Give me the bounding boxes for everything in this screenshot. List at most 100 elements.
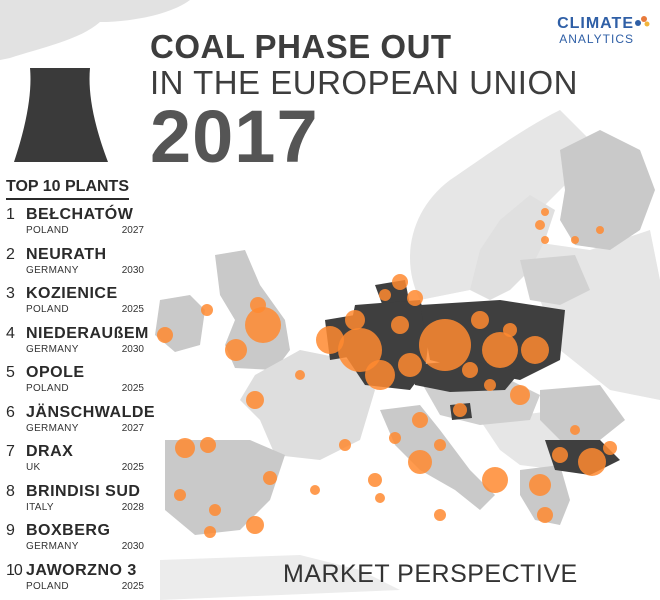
plant-marker — [462, 362, 478, 378]
plant-marker — [246, 391, 264, 409]
logo-line-1: CLIMATE — [557, 15, 634, 32]
top-plants-list: 1 BEŁCHATÓW POLAND 2027 2 NEURATH GERMAN… — [6, 204, 156, 599]
ireland-land — [155, 295, 205, 352]
plant-marker — [603, 441, 617, 455]
plant-item: 1 BEŁCHATÓW POLAND 2027 — [6, 204, 156, 244]
plant-rank: 5 — [6, 364, 15, 381]
plant-country: POLAND — [26, 383, 69, 394]
plant-phaseout-year: 2028 — [121, 501, 144, 513]
plant-rank: 3 — [6, 285, 15, 302]
romania-land — [540, 385, 625, 440]
plant-item: 8 BRINDISI SUD ITALY 2028 — [6, 481, 156, 521]
plant-phaseout-year: 2030 — [121, 264, 144, 276]
plant-country: POLAND — [26, 580, 69, 592]
italy-land — [380, 405, 495, 510]
plant-item: 3 KOZIENICE POLAND 2025 — [6, 283, 156, 323]
plant-marker — [541, 236, 549, 244]
plant-marker — [541, 208, 549, 216]
plant-marker — [175, 438, 195, 458]
plant-country: ITALY — [26, 501, 54, 513]
title-line-2: IN THE EUROPEAN UNION — [150, 64, 578, 101]
plant-marker — [295, 370, 305, 380]
plant-name: DRAX — [26, 443, 74, 460]
plant-marker — [246, 516, 264, 534]
plant-marker — [535, 220, 545, 230]
plant-marker — [209, 504, 221, 516]
plant-marker — [365, 360, 395, 390]
plant-country: GERMANY — [26, 541, 79, 552]
plant-phaseout-year: 2030 — [121, 541, 144, 552]
plant-name: JÄNSCHWALDE — [26, 403, 156, 421]
france-land — [240, 350, 375, 460]
plant-marker — [434, 509, 446, 521]
plant-marker — [407, 290, 423, 306]
plant-name: KOZIENICE — [26, 285, 118, 302]
plant-marker — [552, 447, 568, 463]
plant-rank: 8 — [6, 482, 15, 500]
year-label: 2017 — [150, 95, 319, 178]
plant-name: NIEDERAUßEM — [26, 324, 149, 342]
plant-marker — [408, 450, 432, 474]
plant-marker — [250, 297, 266, 313]
plant-marker — [368, 473, 382, 487]
plant-phaseout-year: 2030 — [121, 343, 144, 355]
plant-name: NEURATH — [26, 245, 107, 263]
finland-land — [560, 130, 655, 250]
plant-marker — [434, 439, 446, 451]
plant-name: OPOLE — [26, 364, 85, 381]
sweden-land — [470, 195, 555, 300]
plant-country: POLAND — [26, 304, 69, 315]
plant-phaseout-year: 2025 — [121, 462, 144, 473]
plant-country: GERMANY — [26, 422, 79, 434]
plant-marker — [204, 526, 216, 538]
plant-marker — [529, 474, 551, 496]
plant-marker — [225, 339, 247, 361]
plant-name: BEŁCHATÓW — [26, 206, 134, 223]
plant-marker — [375, 493, 385, 503]
plant-marker — [510, 385, 530, 405]
plant-marker — [200, 437, 216, 453]
plant-marker — [389, 432, 401, 444]
plant-item: 9 BOXBERG GERMANY 2030 — [6, 520, 156, 560]
logo-line-2: ANALYTICS — [559, 32, 634, 46]
plant-marker — [482, 332, 518, 368]
plant-marker — [201, 304, 213, 316]
plant-marker — [521, 336, 549, 364]
plant-phaseout-year: 2025 — [121, 383, 144, 394]
plant-marker — [453, 403, 467, 417]
baltics-land — [520, 255, 590, 305]
iberia-land — [165, 440, 285, 535]
plant-country: UK — [26, 462, 41, 473]
plant-marker — [570, 425, 580, 435]
smoke-cloud — [0, 0, 190, 60]
plant-item: 6 JÄNSCHWALDE GERMANY 2027 — [6, 402, 156, 442]
plant-rank: 2 — [6, 245, 15, 263]
plant-item: 10 JAWORZNO 3 POLAND 2025 — [6, 560, 156, 600]
plant-phaseout-year: 2027 — [121, 422, 144, 434]
plant-country: GERMANY — [26, 264, 79, 276]
plant-rank: 4 — [6, 324, 15, 342]
plant-item: 4 NIEDERAUßEM GERMANY 2030 — [6, 323, 156, 363]
plant-rank: 7 — [6, 443, 15, 460]
logo-dots-icon — [635, 16, 650, 27]
plant-phaseout-year: 2025 — [121, 580, 144, 592]
plant-marker — [503, 323, 517, 337]
plant-item: 2 NEURATH GERMANY 2030 — [6, 244, 156, 284]
plant-marker — [157, 327, 173, 343]
plant-marker — [412, 412, 428, 428]
plant-rank: 1 — [6, 206, 15, 223]
plant-marker — [339, 439, 351, 451]
plant-marker — [316, 326, 344, 354]
plant-marker — [537, 507, 553, 523]
plant-marker — [571, 236, 579, 244]
title-line-1: COAL PHASE OUT — [150, 28, 452, 65]
plant-rank: 6 — [6, 403, 15, 421]
plant-item: 7 DRAX UK 2025 — [6, 441, 156, 481]
climate-analytics-logo: CLIMATE ANALYTICS — [556, 10, 656, 50]
plant-marker — [596, 226, 604, 234]
plant-marker — [484, 379, 496, 391]
market-perspective-label: MARKET PERSPECTIVE — [283, 560, 578, 588]
cooling-tower-icon — [14, 68, 108, 162]
plant-marker — [471, 311, 489, 329]
